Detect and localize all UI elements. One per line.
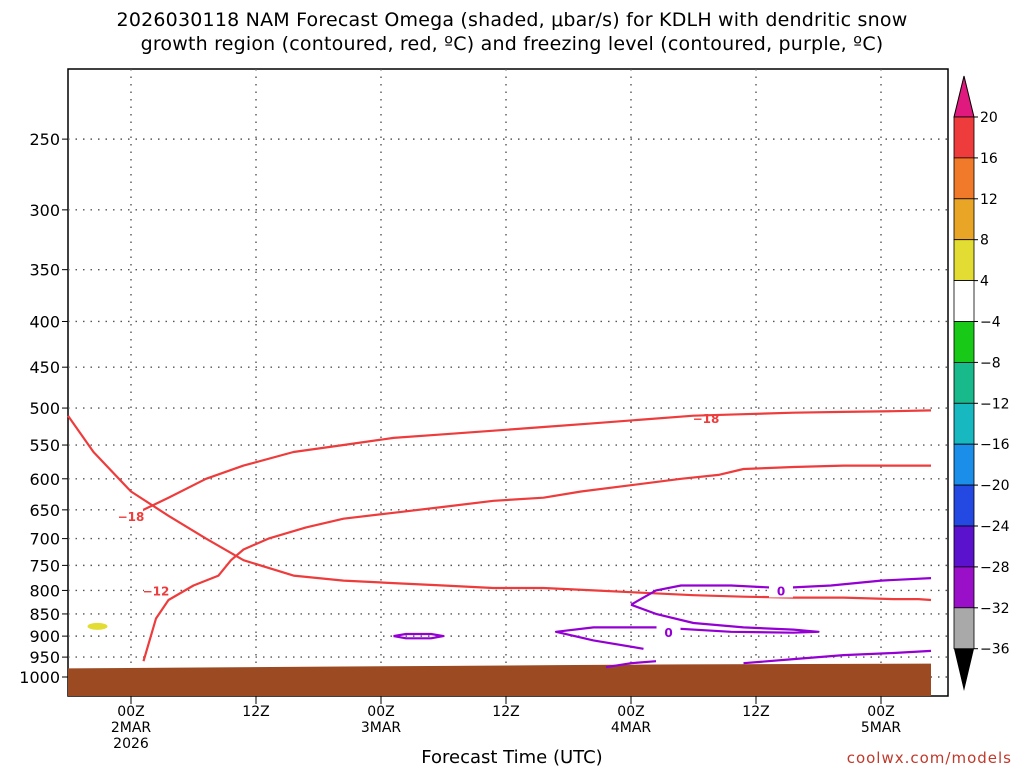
x-axis-title: Forecast Time (UTC) — [421, 747, 603, 768]
plot-frame — [67, 68, 949, 697]
y-tick-label: 450 — [29, 358, 60, 377]
y-tick-label: 500 — [29, 399, 60, 418]
x-tick-label: 12Z — [242, 704, 269, 720]
colorbar-segment — [953, 116, 975, 159]
grid-lines — [68, 69, 948, 696]
y-tick-label: 250 — [29, 130, 60, 149]
colorbar-label: 20 — [980, 110, 998, 126]
colorbar-label: −28 — [980, 560, 1010, 576]
colorbar-segment — [953, 239, 975, 281]
colorbar-segment — [953, 607, 975, 650]
x-tick-label: 00Z — [617, 704, 644, 720]
contour-label: 0 — [664, 626, 672, 640]
y-axis-ticks: 250 300 350 400 450 500 550 600 650 700 750 800 850 9… — [19, 130, 68, 687]
colorbar-label: −8 — [980, 355, 1001, 371]
chart-title-line-2: growth region (contoured, red, ºC) and f… — [140, 33, 884, 55]
contour-label-bg — [769, 583, 793, 598]
contour-dgz--18C-upper — [67, 415, 932, 602]
colorbar-segment — [953, 280, 975, 322]
colorbar-segment — [953, 361, 975, 404]
terrain-polygon — [68, 663, 931, 696]
y-tick-label: 950 — [29, 648, 60, 667]
colorbar-label: −36 — [980, 642, 1010, 658]
x-tick-label: 12Z — [492, 704, 519, 720]
colorbar-label: 16 — [980, 151, 998, 167]
colorbar-label: 12 — [980, 192, 998, 208]
x-tick-label: 12Z — [742, 704, 769, 720]
contour-lines: −18−18−12 00 — [67, 409, 932, 669]
y-tick-label: 350 — [29, 261, 60, 280]
contour-label-bg — [656, 624, 681, 639]
colorbar-segment — [953, 157, 975, 200]
colorbar-label: −12 — [980, 396, 1010, 412]
colorbar: 20 16 12 8 4 −4 −8 −12 −16 −20 −24 −28 −32 −36 — [953, 75, 1010, 691]
y-tick-label: 550 — [29, 436, 60, 455]
x-tick-label: 4MAR — [611, 720, 652, 736]
contour-freezing-0C-surface — [743, 649, 932, 665]
y-tick-label: 650 — [29, 501, 60, 520]
x-tick-label: 5MAR — [861, 720, 902, 736]
colorbar-label: 8 — [980, 233, 989, 249]
x-tick-label: 00Z — [117, 704, 144, 720]
contour-freezing-0C-upper — [630, 577, 932, 606]
colorbar-label: −32 — [980, 601, 1010, 617]
omega-shade-omega-4-to-8 — [87, 622, 108, 630]
contour-freezing-0C-small-contour — [393, 632, 445, 640]
colorbar-segment — [953, 566, 975, 609]
y-tick-label: 900 — [29, 627, 60, 646]
y-tick-label: 750 — [29, 556, 60, 575]
x-tick-label: 2MAR — [111, 720, 152, 736]
contour-freezing-0C-middle — [554, 603, 820, 650]
x-tick-label: 3MAR — [361, 720, 402, 736]
contour-label: −12 — [143, 584, 170, 598]
colorbar-label: −24 — [980, 519, 1010, 535]
y-tick-label: 850 — [29, 605, 60, 624]
y-tick-label: 300 — [29, 201, 60, 220]
y-tick-label: 1000 — [19, 668, 60, 687]
credit-link[interactable]: coolwx.com/models — [846, 749, 1012, 767]
x-tick-label: 00Z — [867, 704, 894, 720]
colorbar-label: 4 — [980, 274, 989, 290]
colorbar-segment — [953, 321, 975, 363]
colorbar-label: −16 — [980, 437, 1010, 453]
colorbar-segment — [953, 198, 975, 241]
colorbar-bottom-arrow — [954, 648, 974, 691]
contour-freezing-0C-bottom — [605, 660, 657, 669]
x-tick-label: 00Z — [367, 704, 394, 720]
y-tick-label: 400 — [29, 312, 60, 331]
colorbar-segment — [953, 443, 975, 486]
terrain-fill — [68, 663, 931, 696]
y-tick-label: 600 — [29, 470, 60, 489]
colorbar-segment — [953, 402, 975, 445]
colorbar-segment — [953, 525, 975, 568]
contour-dgz--12C-left — [142, 464, 931, 662]
contour-label: −18 — [118, 510, 145, 524]
contour-label-bg — [144, 583, 168, 598]
colorbar-label: −4 — [980, 315, 1001, 331]
y-tick-label: 800 — [29, 581, 60, 600]
contour-label-bg — [119, 508, 143, 523]
omega-shading — [87, 622, 108, 630]
chart-title-line-1: 2026030118 NAM Forecast Omega (shaded, μ… — [116, 9, 908, 31]
x-tick-label: 2026 — [113, 736, 149, 752]
contour-dgz--18C-lower — [130, 409, 932, 517]
y-tick-label: 700 — [29, 530, 60, 549]
contour-label: 0 — [777, 584, 785, 598]
colorbar-top-arrow — [953, 75, 975, 118]
colorbar-label: −20 — [980, 478, 1010, 494]
colorbar-segment — [953, 484, 975, 527]
